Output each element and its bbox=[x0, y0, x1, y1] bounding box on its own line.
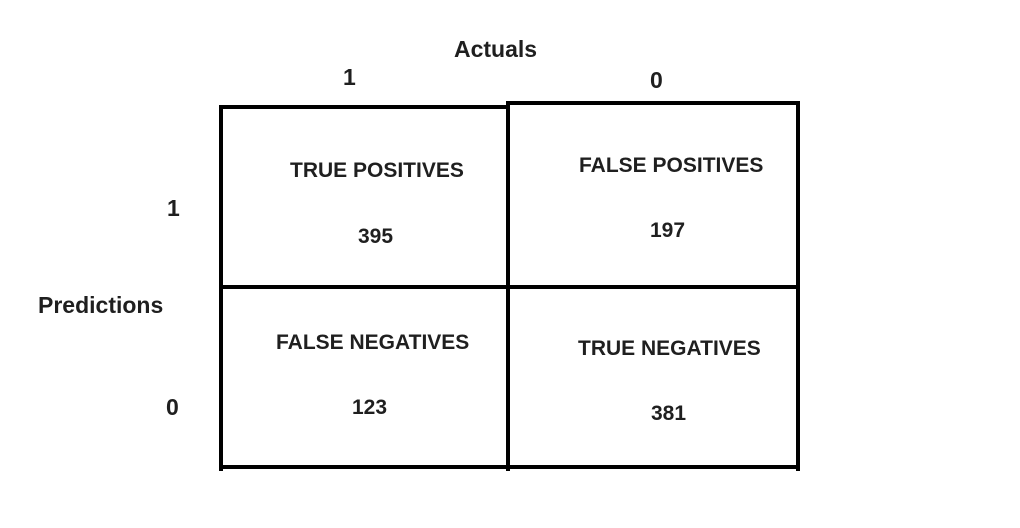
true-positives-label: TRUE POSITIVES bbox=[290, 159, 464, 182]
grid-top-right bbox=[507, 101, 800, 105]
false-negatives-value: 123 bbox=[352, 396, 388, 419]
row-header-1: 1 bbox=[167, 195, 180, 221]
row-header-0: 0 bbox=[166, 394, 179, 420]
false-positives-label: FALSE POSITIVES bbox=[579, 154, 764, 177]
actuals-axis-title: Actuals bbox=[454, 36, 538, 62]
column-header-0: 0 bbox=[650, 67, 663, 93]
true-negatives-label: TRUE NEGATIVES bbox=[578, 337, 761, 360]
grid-top-left bbox=[219, 105, 510, 109]
false-positives-value: 197 bbox=[650, 219, 686, 242]
true-negatives-value: 381 bbox=[651, 402, 687, 425]
false-negatives-label: FALSE NEGATIVES bbox=[276, 331, 470, 354]
true-positives-value: 395 bbox=[358, 225, 394, 248]
grid-middle-horizontal bbox=[219, 285, 800, 289]
predictions-axis-title: Predictions bbox=[38, 292, 164, 318]
grid-bottom bbox=[219, 465, 800, 469]
column-header-1: 1 bbox=[343, 64, 356, 90]
